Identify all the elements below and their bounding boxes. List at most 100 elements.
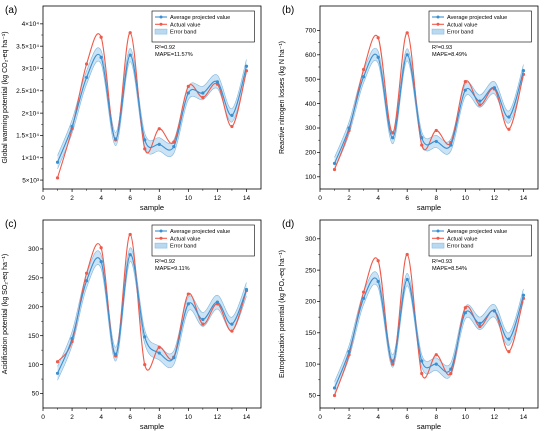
y-tick-label: 100 [305,174,316,181]
projected-point [434,139,438,144]
actual-point [55,176,60,180]
projected-point [434,362,438,366]
legend-swatch [154,242,168,249]
projected-point [114,352,118,356]
legend-note: MAPE=11.57% [155,52,193,58]
y-tick-label: 50 [32,391,40,398]
actual-point [201,322,205,326]
y-tick-label: 250 [28,275,39,282]
projected-point [70,124,74,129]
projected-line [334,277,524,389]
actual-point [507,127,511,131]
x-tick-label: 6 [405,414,409,421]
projected-point [201,317,205,322]
legend-swatch [431,242,445,249]
legend-swatch-marker [436,15,440,19]
projected-point [492,309,496,313]
projected-point [215,80,219,84]
projected-point [143,138,147,142]
projected-point [521,69,526,73]
legend-swatch-marker [159,22,163,26]
x-tick-label: 0 [41,414,45,421]
legend-note: MAPE=8.49% [432,52,467,58]
legend-entry-label: Actual value [170,22,200,28]
actual-point [449,371,453,376]
projected-point [463,88,467,92]
actual-point [362,67,366,72]
actual-point [55,360,60,364]
projected-point [362,75,366,79]
actual-point [362,290,366,294]
x-tick-label: 4 [99,195,103,202]
projected-point [85,75,89,80]
legend-entry-label: Actual value [170,236,200,242]
y-tick-label: 2.5×10⁴ [16,88,39,95]
projected-point [70,336,74,341]
projected-point [420,136,424,140]
x-tick-label: 2 [70,195,74,202]
y-tick-label: 3.5×10⁴ [16,43,39,50]
projected-point [201,91,205,95]
actual-point [405,31,409,35]
projected-point [420,359,424,363]
error-band-upper [334,271,524,382]
legend-swatch [431,28,445,35]
y-tick-label: 5×10³ [22,177,40,184]
actual-point [332,167,337,172]
x-tick-label: 12 [491,195,499,202]
projected-point [463,311,467,315]
y-tick-label: 500 [305,76,316,83]
projected-point [478,321,482,325]
error-band-lower [57,60,247,170]
actual-point [143,147,147,151]
projected-point [507,115,511,119]
y-tick-label: 2×10⁴ [22,110,40,117]
y-axis-title: Reactive nitrogen losses (kg N ha⁻¹) [279,41,286,154]
actual-point [128,232,132,237]
projected-point [347,350,351,354]
actual-point [434,353,438,357]
error-band-lower [334,283,524,395]
x-tick-label: 8 [157,195,161,202]
actual-point [507,350,511,354]
x-tick-label: 0 [318,414,322,421]
y-tick-label: 400 [305,101,316,108]
projected-point [449,367,453,371]
projected-point [215,300,219,304]
x-axis-title: sample [417,203,441,212]
legend-swatch-marker [436,22,440,26]
legend-entry-label: Average projected value [170,15,230,21]
projected-point [405,277,409,282]
actual-point [420,143,424,147]
projected-point [128,53,132,57]
y-tick-label: 100 [28,362,39,369]
actual-point [405,252,409,257]
x-tick-label: 14 [520,414,528,421]
projected-point [362,296,366,300]
panel-nitrogen: (b) 0 2 4 6 8 10 12 14 100 200 300 400 500 600 700 sampl… [279,5,539,212]
y-tick-label: 250 [305,267,316,274]
projected-point [376,279,380,284]
plot-frame [319,219,539,409]
projected-point [55,371,60,375]
legend-entry-label: Error band [447,30,473,36]
projected-point [230,322,234,326]
legend-entry-label: Error band [170,30,196,36]
x-tick-label: 4 [376,195,380,202]
projected-point [114,137,118,141]
y-tick-label: 200 [28,304,39,311]
legend-note: MAPE=9.11% [155,266,190,272]
projected-point [492,86,496,90]
projected-point [157,351,161,355]
y-tick-label: 50 [309,393,317,400]
error-band-lower [334,60,524,170]
legend-swatch [154,28,168,35]
panel-acidification: (c) 0 2 4 6 8 10 12 14 50 100 150 200 250 300 sample Aci… [2,219,262,431]
x-tick-label: 10 [462,195,470,202]
actual-point [99,246,103,250]
x-tick-label: 4 [99,414,103,421]
x-tick-label: 6 [128,414,132,421]
error-band [57,247,247,381]
error-band-upper [57,47,247,156]
x-tick-label: 10 [185,414,193,421]
